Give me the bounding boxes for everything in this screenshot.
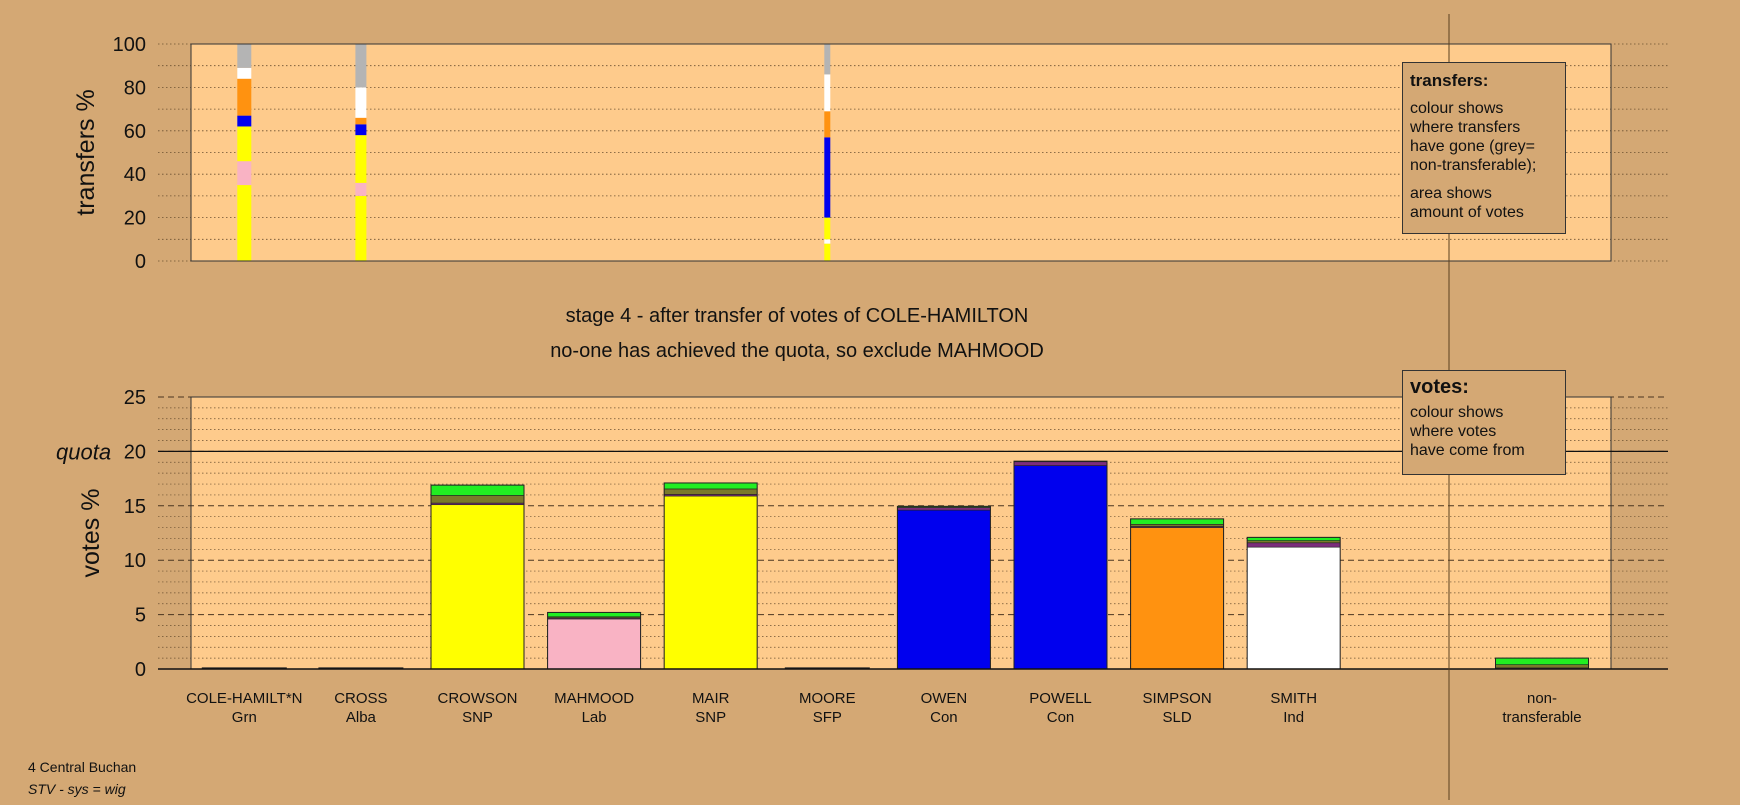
transfer-segment-lab: [355, 182, 367, 196]
transfer-segment-sld: [355, 117, 367, 125]
vote-segment-ind: [1246, 546, 1341, 670]
vote-segment-snp: [663, 495, 758, 670]
candidate-name-label: COLE-HAMILT*N: [186, 690, 302, 707]
candidate-party-label: Alba: [346, 709, 377, 726]
transfers-plot-frame: [190, 43, 1612, 262]
vote-segment-alba: [1495, 664, 1589, 669]
chart-text: 0 20 40 60 80 100 0 5 10 15 20 25 quota transfers % vo…: [56, 34, 1582, 726]
votes-tick-label: 0: [135, 659, 146, 681]
candidate-name-label: MAHMOOD: [554, 690, 634, 707]
transfer-segment-snp: [824, 243, 831, 261]
vote-segment-alba: [663, 488, 758, 495]
votes-tick-label: 5: [135, 605, 146, 627]
candidate-party-label: Con: [1047, 709, 1075, 726]
non-transferable-label: non-: [1527, 690, 1557, 707]
transfer-segment-sld: [237, 78, 252, 116]
non-transferable-label: transferable: [1502, 709, 1581, 726]
votes-axis-label: votes %: [77, 489, 105, 578]
transfer-segment-ind: [355, 87, 367, 118]
vote-segment-sfp: [1013, 461, 1108, 466]
votes-legend-text: colour shows where votes have come from: [1410, 404, 1525, 459]
vote-segment-grn: [430, 484, 525, 496]
candidate-party-label: SNP: [462, 709, 493, 726]
chart-marks: [201, 44, 1589, 670]
vote-segment-alba: [430, 495, 525, 504]
votes-tick-label: 10: [124, 550, 146, 572]
candidate-party-label: Grn: [232, 709, 257, 726]
transfers-tick-label: 40: [124, 164, 146, 186]
candidate-party-label: Con: [930, 709, 958, 726]
transfer-segment-nontransferable: [824, 44, 831, 75]
votes-tick-label: 20: [124, 441, 146, 463]
transfers-legend-heading: transfers:: [1410, 71, 1489, 90]
vote-segment-grn: [1130, 518, 1224, 525]
transfer-segment-nontransferable: [237, 44, 252, 68]
transfer-segment-ind: [824, 74, 831, 112]
transfer-segment-con: [237, 115, 252, 127]
transfers-tick-label: 20: [124, 208, 146, 230]
vote-segment-con: [897, 509, 991, 670]
vote-segment-sfp: [1246, 542, 1341, 548]
candidate-party-label: SNP: [695, 709, 726, 726]
footer-voting-system: STV - sys = wig: [28, 781, 126, 797]
transfer-segment-sld: [824, 111, 831, 138]
transfers-legend-area-text: area shows amount of votes: [1410, 185, 1524, 221]
candidate-party-label: Ind: [1283, 709, 1304, 726]
transfer-segment-snp: [824, 217, 831, 240]
vote-segment-con: [1013, 465, 1108, 670]
vote-segment-snp: [430, 504, 525, 670]
transfer-segment-snp: [237, 185, 252, 261]
vote-segment-sld: [1130, 527, 1224, 670]
transfer-segment-snp: [355, 195, 367, 261]
transfers-tick-label: 0: [135, 251, 146, 273]
vote-segment-grn: [1495, 657, 1589, 665]
candidate-name-label: SIMPSON: [1143, 690, 1212, 707]
candidate-name-label: MAIR: [692, 690, 730, 707]
votes-tick-label: 15: [124, 496, 146, 518]
footer-area-name: 4 Central Buchan: [28, 759, 137, 775]
transfer-segment-lab: [237, 161, 252, 186]
vote-segment-grn: [547, 612, 641, 618]
transfer-segment-nontransferable: [355, 44, 367, 88]
candidate-name-label: POWELL: [1029, 690, 1092, 707]
transfers-tick-label: 80: [124, 77, 146, 99]
transfer-segment-con: [355, 124, 367, 136]
candidate-name-label: CROSS: [334, 690, 387, 707]
candidate-name-label: OWEN: [921, 690, 968, 707]
transfers-legend: transfers: colour shows where transfers …: [1402, 62, 1566, 234]
votes-legend: votes: colour shows where votes have com…: [1402, 370, 1566, 475]
candidate-party-label: SFP: [813, 709, 842, 726]
transfer-segment-snp: [237, 126, 252, 162]
stage-title: stage 4 - after transfer of votes of COL…: [566, 305, 1029, 327]
vote-segment-sfp: [897, 507, 991, 511]
votes-legend-heading: votes:: [1410, 376, 1469, 398]
transfer-segment-con: [824, 137, 831, 218]
transfer-segment-snp: [355, 135, 367, 183]
candidate-name-label: MOORE: [799, 690, 856, 707]
vote-segment-alba: [1246, 540, 1341, 544]
transfers-axis-label: transfers %: [72, 89, 100, 215]
transfers-tick-label: 100: [113, 34, 146, 56]
votes-tick-label: 25: [124, 387, 146, 409]
candidate-name-label: CROWSON: [438, 690, 518, 707]
candidate-name-label: SMITH: [1270, 690, 1317, 707]
transfer-segment-ind: [237, 67, 252, 79]
vote-segment-lab: [547, 618, 641, 670]
vote-segment-alba: [1130, 523, 1224, 527]
quota-label: quota: [56, 439, 111, 464]
vote-segment-grn: [663, 482, 758, 490]
candidate-party-label: Lab: [582, 709, 607, 726]
stage-note: no-one has achieved the quota, so exclud…: [550, 340, 1044, 362]
transfer-segment-ind: [824, 239, 831, 244]
transfers-legend-text: colour shows where transfers have gone (…: [1410, 100, 1537, 174]
candidate-party-label: SLD: [1163, 709, 1192, 726]
transfers-tick-label: 60: [124, 121, 146, 143]
